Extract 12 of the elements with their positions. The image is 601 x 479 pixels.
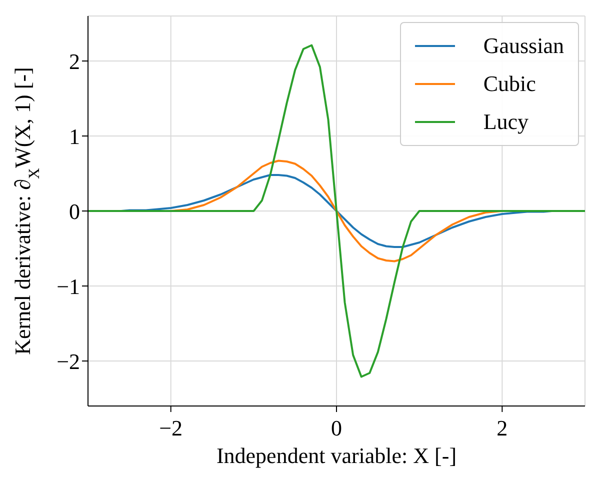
x-axis-title: Independent variable: X [-]: [216, 443, 457, 468]
legend-label: Cubic: [483, 70, 536, 98]
x-tick-label: 2: [496, 416, 508, 441]
y-tick-label: −2: [56, 348, 80, 374]
y-tick-label: 1: [69, 124, 80, 149]
legend-label: Gaussian: [483, 32, 564, 60]
legend-label: Lucy: [483, 108, 529, 136]
x-tick-label: −2: [159, 416, 183, 441]
y-tick-label: −1: [56, 274, 80, 299]
y-tick-label: 0: [69, 198, 80, 224]
y-tick-label: 2: [69, 48, 80, 74]
x-tick-label: 0: [331, 416, 342, 441]
